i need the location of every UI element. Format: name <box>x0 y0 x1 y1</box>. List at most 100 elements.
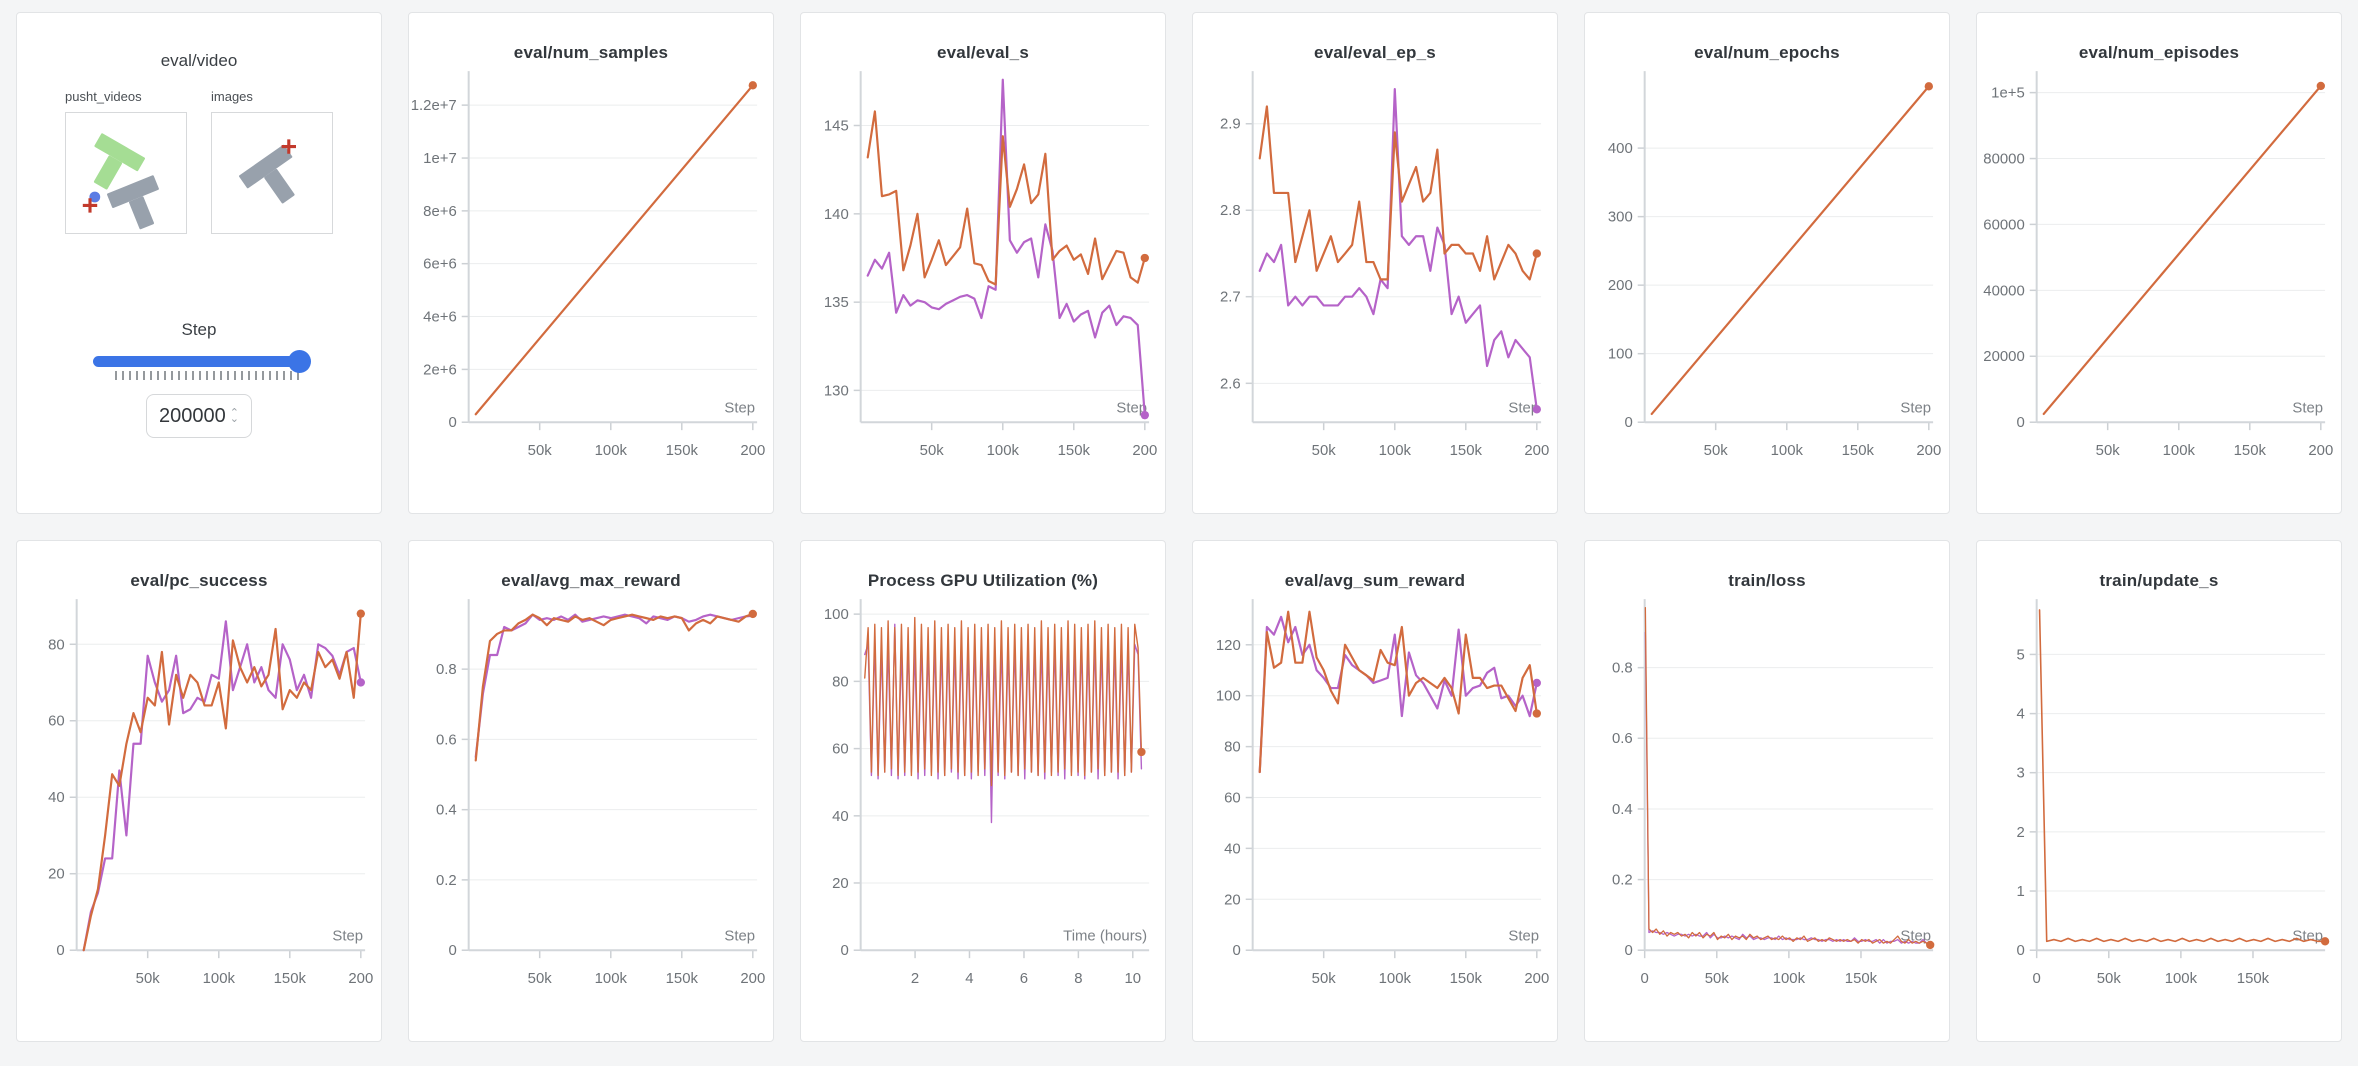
svg-text:150k: 150k <box>1450 443 1483 459</box>
step-number-input[interactable]: 200000 ⌃ ⌄ <box>146 394 252 438</box>
svg-text:200: 200 <box>348 971 373 987</box>
svg-text:80: 80 <box>832 674 849 690</box>
svg-text:2: 2 <box>2016 825 2024 841</box>
svg-text:0: 0 <box>1641 971 1649 987</box>
svg-text:40: 40 <box>48 790 65 806</box>
chart-canvas-eval-avg-sum-reward[interactable]: 0 20 40 60 80 100 120 50k 100k 150k 200 Step <box>1193 593 1557 1017</box>
step-decrement-icon[interactable]: ⌄ <box>229 413 239 425</box>
svg-text:0.4: 0.4 <box>436 803 457 819</box>
svg-text:150k: 150k <box>1845 971 1878 987</box>
svg-text:1e+5: 1e+5 <box>1991 86 2025 102</box>
svg-text:0: 0 <box>1624 943 1632 959</box>
svg-text:50k: 50k <box>1312 443 1337 459</box>
svg-text:Step: Step <box>724 928 755 944</box>
svg-text:80: 80 <box>48 637 65 653</box>
svg-text:200: 200 <box>2308 443 2333 459</box>
chart-title: eval/avg_max_reward <box>501 571 681 590</box>
pusht-scene-icon <box>82 133 159 230</box>
chart-title: eval/avg_sum_reward <box>1284 571 1466 590</box>
chart-canvas-eval-eval-s[interactable]: 130 135 140 145 50k 100k 150k 200 Step <box>801 65 1165 489</box>
svg-text:150k: 150k <box>1842 443 1875 459</box>
step-slider-track[interactable] <box>93 350 311 373</box>
chart-canvas-eval-num-episodes[interactable]: 0 20000 40000 60000 80000 1e+5 50k 100k 150k 200 S… <box>1977 65 2341 489</box>
svg-text:100k: 100k <box>595 971 628 987</box>
pusht-videos-thumbnail[interactable] <box>65 112 187 234</box>
images-thumbnail[interactable] <box>211 112 333 234</box>
svg-text:Step: Step <box>2292 400 2323 416</box>
svg-text:0.2: 0.2 <box>436 873 457 889</box>
svg-text:130: 130 <box>824 383 849 399</box>
svg-text:50k: 50k <box>528 971 553 987</box>
chart-panel-train-update-s: train/update_s 0 1 2 3 4 5 0 50k 100k 150k Step <box>1976 540 2342 1042</box>
svg-text:20: 20 <box>832 876 849 892</box>
svg-text:100: 100 <box>824 607 849 623</box>
svg-text:0.4: 0.4 <box>1612 802 1633 818</box>
chart-title: train/loss <box>1728 571 1806 590</box>
svg-text:20: 20 <box>1224 892 1241 908</box>
svg-text:100k: 100k <box>1773 971 1806 987</box>
svg-text:3: 3 <box>2016 766 2024 782</box>
svg-text:200: 200 <box>1916 443 1941 459</box>
svg-text:Step: Step <box>332 928 363 944</box>
svg-text:40000: 40000 <box>1983 283 2024 299</box>
step-value[interactable]: 200000 <box>159 404 226 427</box>
step-slider-handle[interactable] <box>288 350 311 373</box>
step-slider-ticks <box>115 371 299 380</box>
chart-canvas-gpu-utilization[interactable]: 0 20 40 60 80 100 2 4 6 8 10 Time (hours) <box>801 593 1165 1017</box>
chart-canvas-eval-num-epochs[interactable]: 0 100 200 300 400 50k 100k 150k 200 Step <box>1585 65 1949 489</box>
svg-text:10: 10 <box>1124 971 1141 987</box>
svg-text:100k: 100k <box>2163 443 2196 459</box>
svg-text:2.6: 2.6 <box>1220 376 1241 392</box>
chart-panel-eval-num-samples: eval/num_samples 0 2e+6 4e+6 6e+6 8e+6 1e+7 1.… <box>408 12 774 514</box>
svg-text:100k: 100k <box>1379 443 1412 459</box>
svg-text:50k: 50k <box>2097 971 2122 987</box>
chart-panel-eval-pc-success: eval/pc_success 0 20 40 60 80 50k 100k 150k 200 S… <box>16 540 382 1042</box>
svg-text:0: 0 <box>2016 943 2024 959</box>
chart-canvas-eval-num-samples[interactable]: 0 2e+6 4e+6 6e+6 8e+6 1e+7 1.2e+7 50k 100k 150k 20… <box>409 65 773 489</box>
svg-text:135: 135 <box>824 295 849 311</box>
chart-title: train/update_s <box>2099 571 2219 590</box>
svg-text:0: 0 <box>2016 415 2024 431</box>
svg-text:50k: 50k <box>136 971 161 987</box>
panel-eval-video: eval/video pusht_videos <box>16 12 382 514</box>
svg-text:80000: 80000 <box>1983 152 2024 168</box>
svg-text:Step: Step <box>1116 400 1147 416</box>
chart-panel-eval-avg-sum-reward: eval/avg_sum_reward 0 20 40 60 80 100 120 50k 10… <box>1192 540 1558 1042</box>
step-increment-icon[interactable]: ⌃ <box>229 407 239 419</box>
svg-text:4: 4 <box>965 971 973 987</box>
step-stepper-arrows[interactable]: ⌃ ⌄ <box>229 407 239 425</box>
images-block: images <box>211 89 333 234</box>
svg-text:200: 200 <box>1608 278 1633 294</box>
svg-text:200: 200 <box>1524 443 1549 459</box>
svg-text:145: 145 <box>824 119 849 135</box>
chart-canvas-eval-eval-ep-s[interactable]: 2.6 2.7 2.8 2.9 50k 100k 150k 200 Step <box>1193 65 1557 489</box>
step-slider[interactable] <box>93 350 311 380</box>
svg-text:Step: Step <box>1900 400 1931 416</box>
svg-text:8: 8 <box>1074 971 1082 987</box>
chart-panel-eval-num-episodes: eval/num_episodes 0 20000 40000 60000 80000 1… <box>1976 12 2342 514</box>
pusht-videos-block: pusht_videos <box>65 89 187 234</box>
chart-title: eval/eval_ep_s <box>1314 43 1436 62</box>
svg-text:0: 0 <box>56 943 64 959</box>
chart-panel-eval-eval-s: eval/eval_s 130 135 140 145 50k 100k 150k 200 St… <box>800 12 1166 514</box>
svg-text:0.6: 0.6 <box>436 732 457 748</box>
svg-text:200: 200 <box>740 971 765 987</box>
svg-text:2e+6: 2e+6 <box>423 362 457 378</box>
svg-text:Time (hours): Time (hours) <box>1063 928 1147 944</box>
chart-title: eval/num_samples <box>513 43 669 62</box>
chart-title: eval/pc_success <box>130 571 268 590</box>
svg-text:Step: Step <box>1508 928 1539 944</box>
svg-text:150k: 150k <box>274 971 307 987</box>
chart-panel-gpu-utilization: Process GPU Utilization (%) 0 20 40 60 80 100… <box>800 540 1166 1042</box>
chart-canvas-eval-pc-success[interactable]: 0 20 40 60 80 50k 100k 150k 200 Step <box>17 593 381 1017</box>
chart-panel-eval-num-epochs: eval/num_epochs 0 100 200 300 400 50k 100k 150k… <box>1584 12 1950 514</box>
svg-text:40: 40 <box>1224 841 1241 857</box>
svg-text:0.6: 0.6 <box>1612 731 1633 747</box>
chart-canvas-eval-avg-max-reward[interactable]: 0 0.2 0.4 0.6 0.8 50k 100k 150k 200 Step <box>409 593 773 1017</box>
svg-text:140: 140 <box>824 207 849 223</box>
svg-text:50k: 50k <box>1704 443 1729 459</box>
pusht-image-icon <box>239 139 296 204</box>
svg-text:200: 200 <box>1132 443 1157 459</box>
